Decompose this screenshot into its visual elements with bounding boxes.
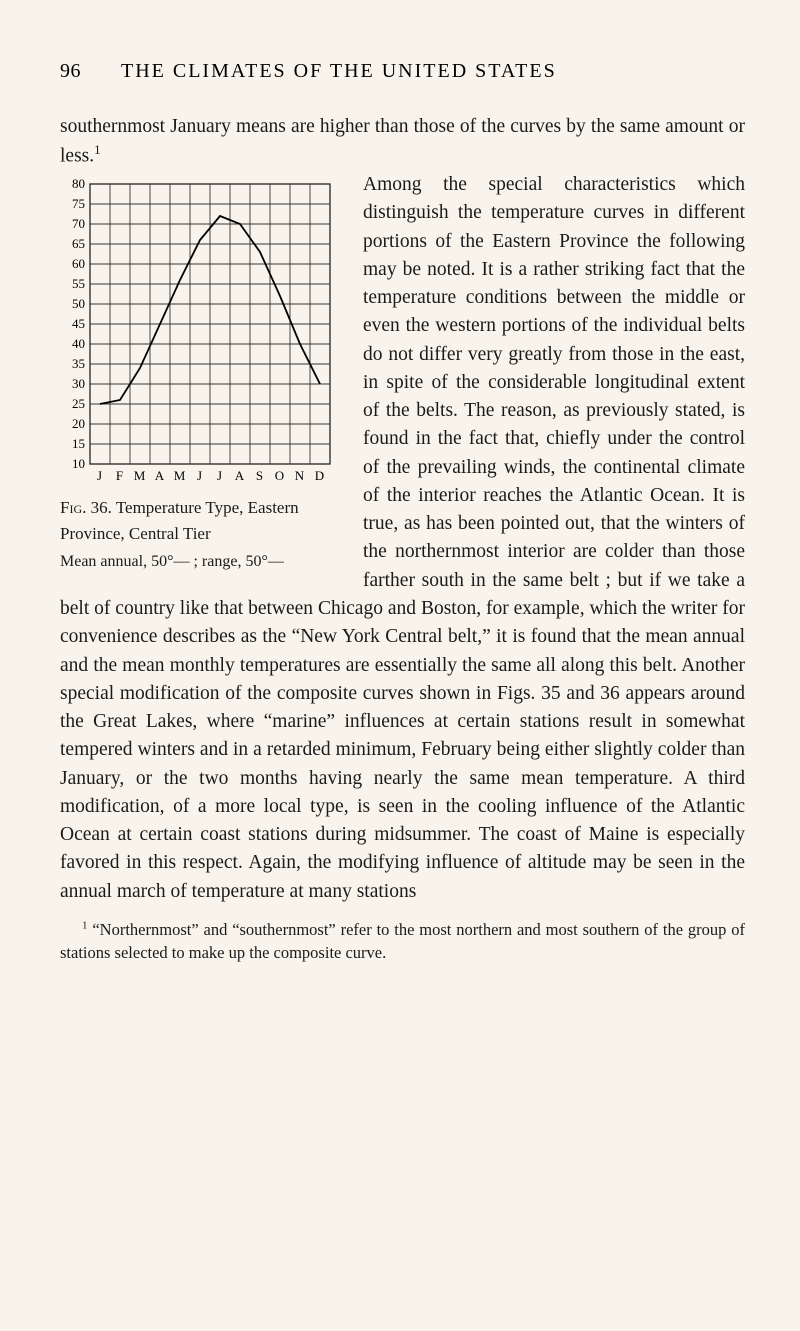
footnote-text: “Northernmost” and “southernmost” refer …: [60, 920, 745, 962]
svg-text:70: 70: [72, 216, 85, 231]
svg-text:60: 60: [72, 256, 85, 271]
footnote: 1 “Northernmost” and “southernmost” refe…: [60, 918, 745, 964]
caption-fig-label: Fig. 36.: [60, 498, 112, 517]
svg-text:10: 10: [72, 456, 85, 471]
svg-text:J: J: [197, 468, 203, 483]
svg-text:25: 25: [72, 396, 85, 411]
svg-text:A: A: [155, 468, 165, 483]
svg-text:75: 75: [72, 196, 85, 211]
figure-36: 807570656055504540353025201510JFMAMJJASO…: [60, 179, 345, 574]
svg-text:20: 20: [72, 416, 85, 431]
paragraph-1: southernmost January means are higher th…: [60, 113, 745, 171]
running-head: THE CLIMATES OF THE UNITED STATES: [121, 60, 557, 83]
svg-text:N: N: [295, 468, 305, 483]
svg-text:J: J: [217, 468, 223, 483]
chart-container: 807570656055504540353025201510JFMAMJJASO…: [60, 179, 335, 489]
svg-text:35: 35: [72, 356, 85, 371]
svg-text:O: O: [275, 468, 285, 483]
svg-text:65: 65: [72, 236, 85, 251]
temperature-chart: 807570656055504540353025201510JFMAMJJASO…: [60, 179, 335, 489]
svg-text:80: 80: [72, 179, 85, 191]
svg-text:50: 50: [72, 296, 85, 311]
figure-caption: Fig. 36. Temperature Type, Eastern Provi…: [60, 495, 345, 574]
svg-text:30: 30: [72, 376, 85, 391]
svg-text:15: 15: [72, 436, 85, 451]
svg-text:A: A: [235, 468, 245, 483]
page-header: 96 THE CLIMATES OF THE UNITED STATES: [60, 60, 745, 83]
svg-text:D: D: [315, 468, 325, 483]
svg-text:45: 45: [72, 316, 85, 331]
caption-sub: Mean annual, 50°— ; range, 50°—: [60, 550, 345, 574]
svg-text:S: S: [256, 468, 264, 483]
svg-text:40: 40: [72, 336, 85, 351]
page-number: 96: [60, 60, 81, 83]
para1-pre: southernmost January means are higher th…: [60, 116, 745, 167]
svg-text:M: M: [134, 468, 147, 483]
svg-text:J: J: [97, 468, 103, 483]
body-text: southernmost January means are higher th…: [60, 113, 745, 964]
svg-text:M: M: [174, 468, 187, 483]
svg-text:55: 55: [72, 276, 85, 291]
caption-line-1: Fig. 36. Temperature Type, Eastern Provi…: [60, 495, 345, 546]
svg-text:F: F: [116, 468, 124, 483]
page: 96 THE CLIMATES OF THE UNITED STATES sou…: [0, 0, 800, 1331]
footnote-ref: 1: [94, 142, 101, 157]
